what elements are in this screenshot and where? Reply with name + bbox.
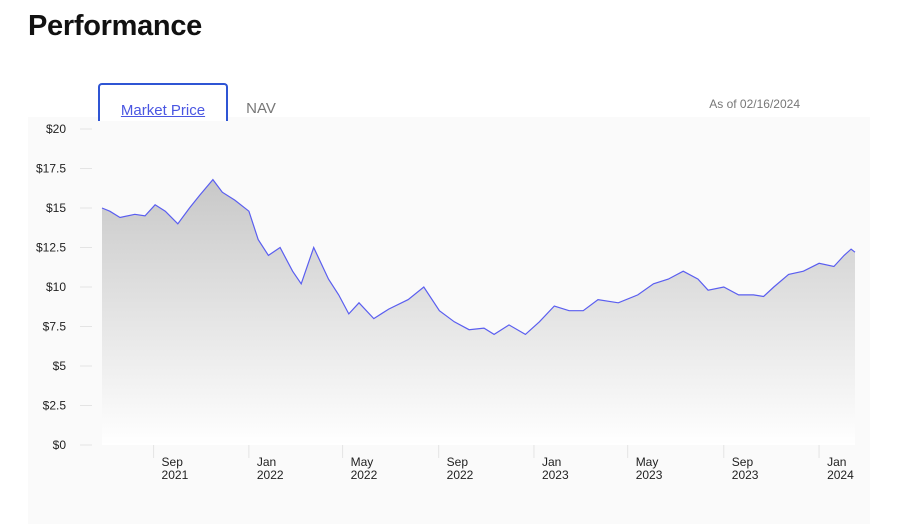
y-tick-label: $12.5	[36, 241, 66, 255]
tab-nav[interactable]: NAV	[246, 100, 276, 117]
y-tick-label: $15	[46, 201, 66, 215]
as-of-date: As of 02/16/2024	[709, 97, 800, 111]
x-tick-year: 2022	[351, 468, 378, 482]
x-tick-month: Sep	[162, 455, 184, 469]
y-tick-label: $17.5	[36, 162, 66, 176]
x-tick-month: May	[636, 455, 659, 469]
x-tick-month: May	[351, 455, 374, 469]
price-line	[101, 178, 856, 336]
x-tick-month: Jan	[827, 455, 846, 469]
x-tick-month: Sep	[732, 455, 754, 469]
y-tick-label: $0	[53, 438, 67, 452]
page-title: Performance	[28, 10, 202, 42]
x-tick-year: 2023	[542, 468, 569, 482]
x-tick-month: Jan	[542, 455, 561, 469]
y-tick-label: $7.5	[43, 320, 67, 334]
x-tick-year: 2021	[162, 468, 189, 482]
x-tick-year: 2022	[447, 468, 474, 482]
y-tick-label: $10	[46, 280, 66, 294]
x-tick-year: 2023	[636, 468, 663, 482]
price-area	[102, 179, 855, 445]
x-tick-year: 2024	[827, 468, 854, 482]
x-tick-month: Jan	[257, 455, 276, 469]
x-tick-month: Sep	[447, 455, 469, 469]
y-tick-label: $5	[53, 359, 67, 373]
y-tick-label: $2.5	[43, 399, 67, 413]
x-tick-year: 2022	[257, 468, 284, 482]
tab-market-price[interactable]: Market Price	[98, 83, 228, 121]
x-tick-year: 2023	[732, 468, 759, 482]
y-tick-label: $20	[46, 122, 66, 136]
